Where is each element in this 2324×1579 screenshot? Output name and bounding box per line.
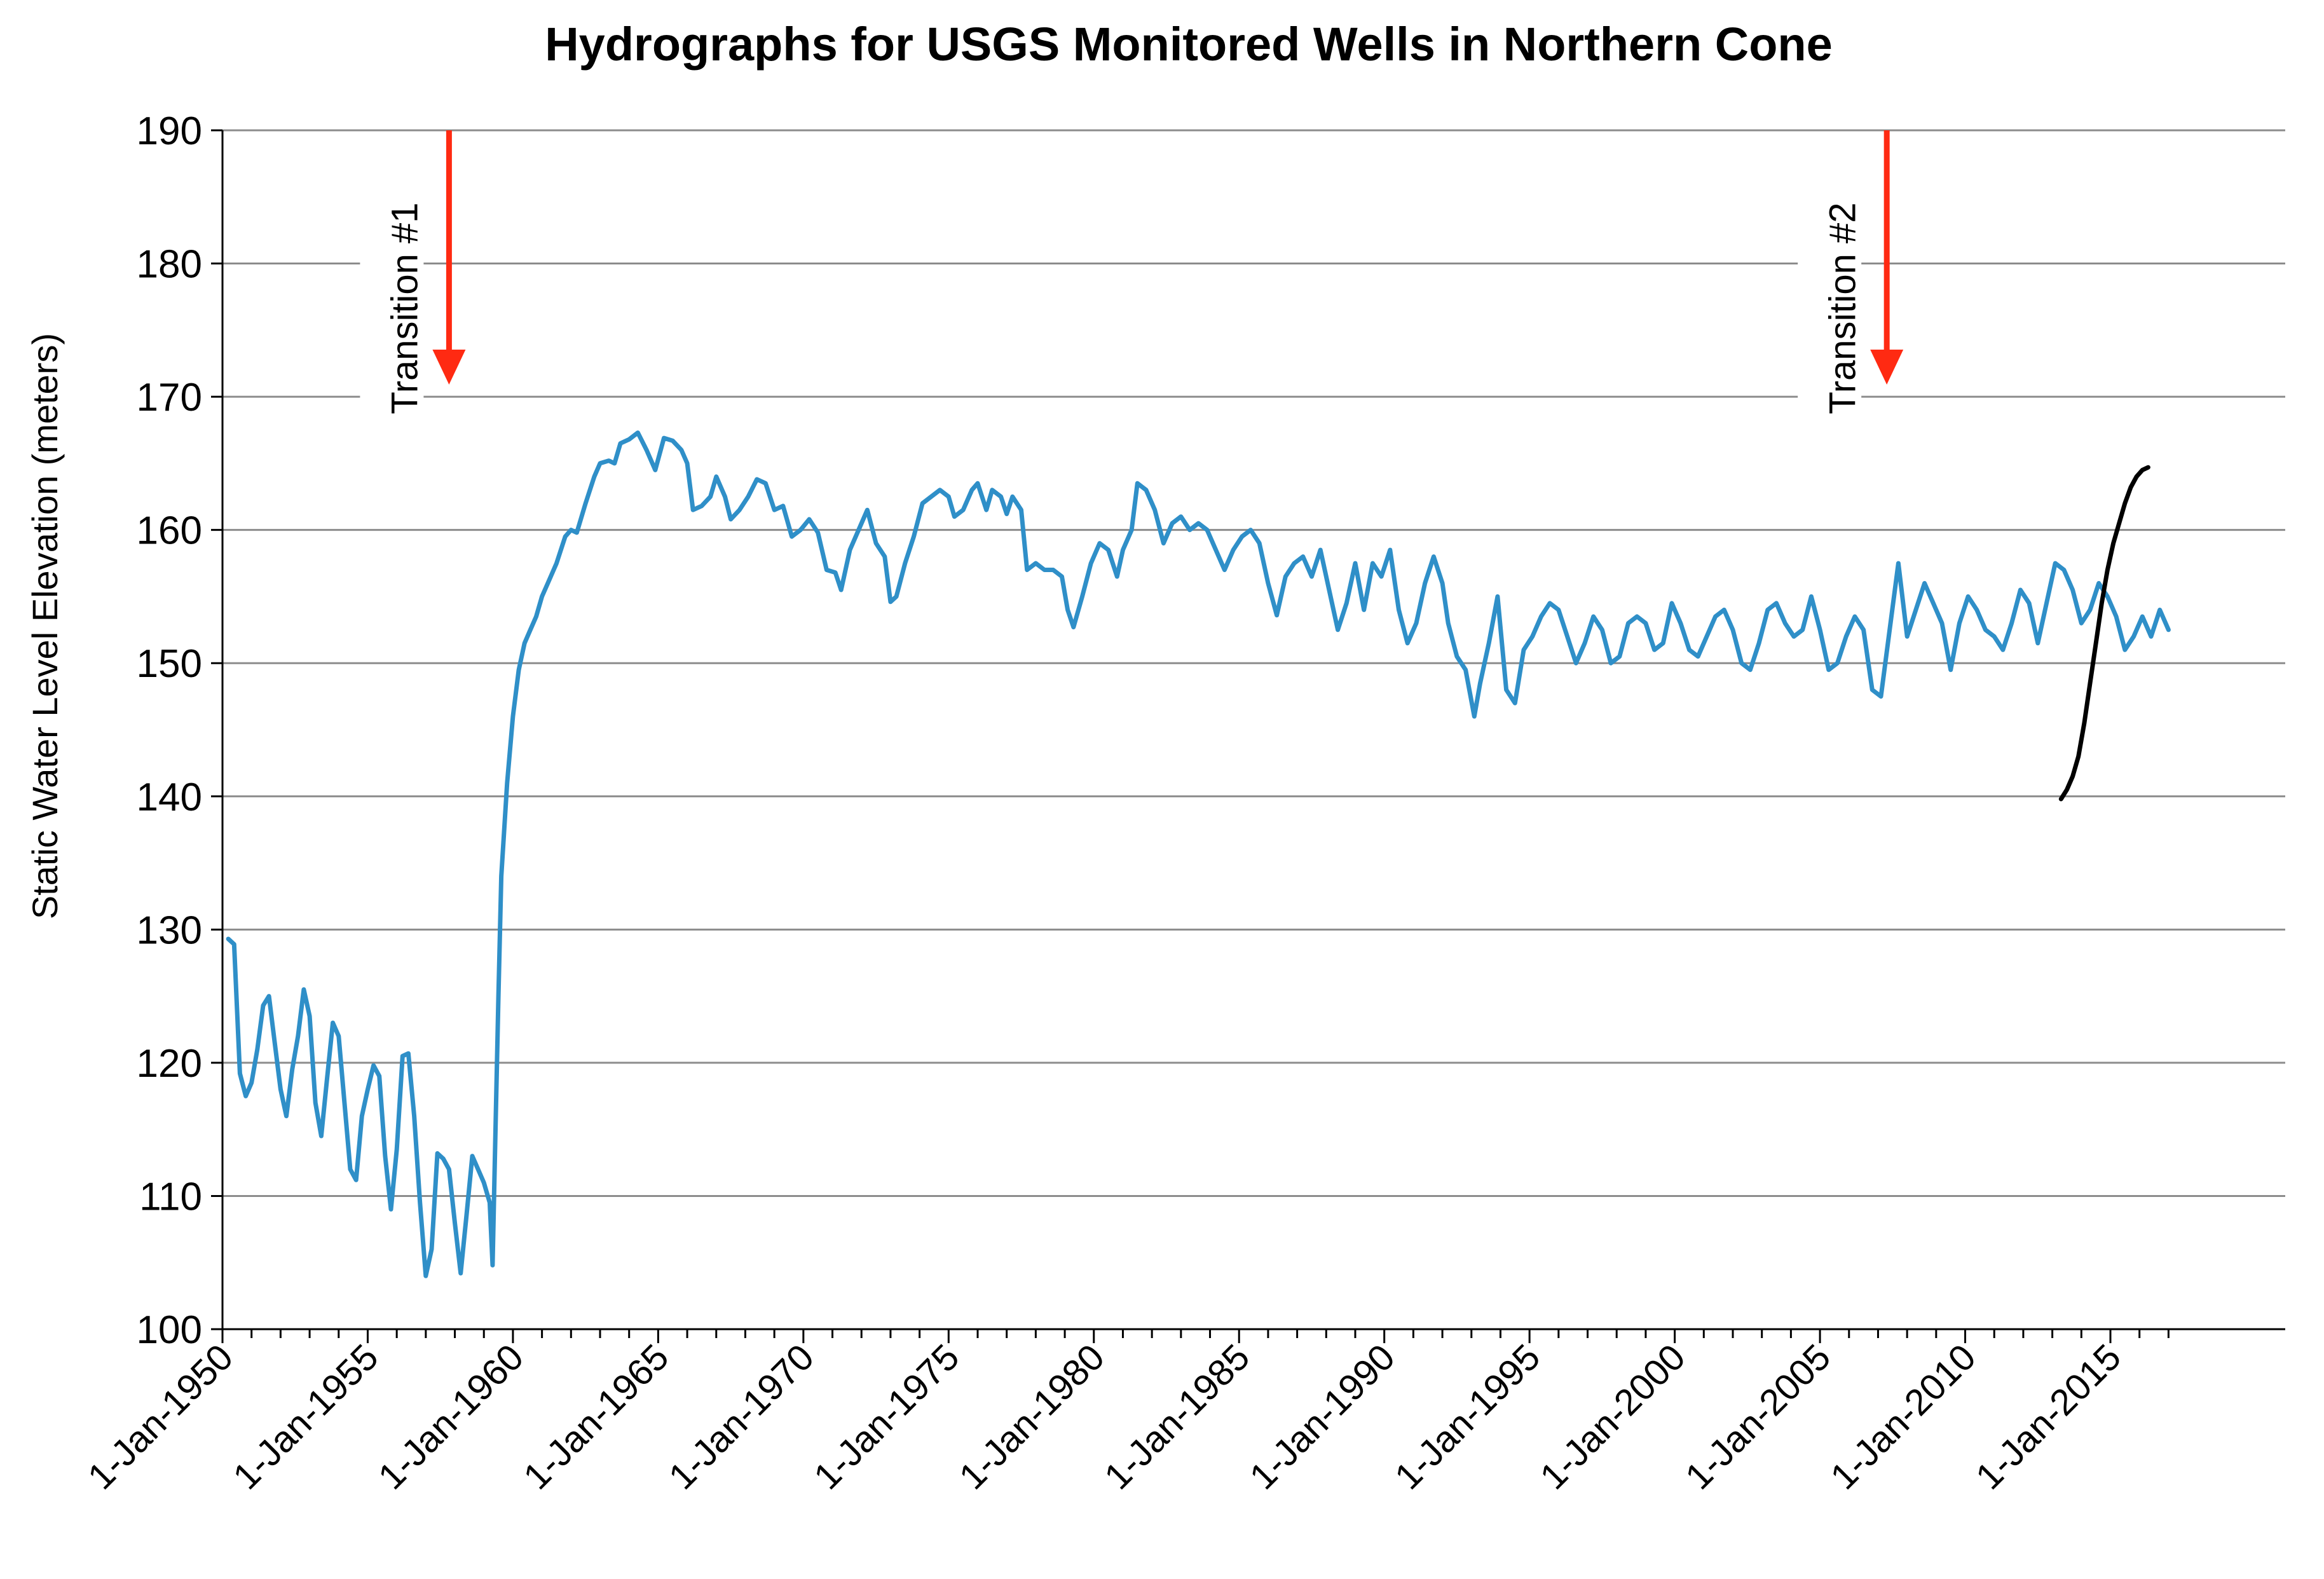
y-tick-label: 180 <box>137 243 202 287</box>
gridlines <box>222 129 2285 1197</box>
series-line-2 <box>2058 465 2150 802</box>
annotation-label-bg <box>1798 165 1862 458</box>
y-axis-title: Static Water Level Elevation (meters) <box>25 333 65 919</box>
y-tick-label: 130 <box>137 908 202 952</box>
x-tick-label: 1-Jan-1970 <box>661 1336 822 1497</box>
y-tick-labels: 100 110 120 130 140 150 160 170 180 190 <box>137 109 202 1352</box>
x-tick-label: 1-Jan-1975 <box>806 1336 967 1497</box>
y-tick-label: 190 <box>137 109 202 153</box>
annotation-label-2: Transition #2 <box>1822 202 1863 414</box>
y-tick-label: 110 <box>139 1175 202 1219</box>
x-tick-label: 1-Jan-1965 <box>516 1336 676 1497</box>
series-lines <box>226 430 2171 1278</box>
annotation-label-1: Transition #1 <box>385 202 426 414</box>
x-tick-labels: 1-Jan-19501-Jan-19551-Jan-19601-Jan-1965… <box>80 1336 2129 1497</box>
x-tick-label: 1-Jan-1955 <box>225 1336 386 1497</box>
x-tick-label: 1-Jan-2015 <box>1968 1336 2129 1497</box>
x-tick-label: 1-Jan-2010 <box>1822 1336 1983 1497</box>
annotations: Transition #1 Transition #2 <box>385 130 1904 414</box>
x-tick-label: 1-Jan-2000 <box>1532 1336 1693 1497</box>
annotation-backgrounds <box>360 165 1862 458</box>
y-tick-label: 170 <box>137 376 202 420</box>
y-tick-label: 160 <box>137 509 202 553</box>
x-tick-label: 1-Jan-1985 <box>1097 1336 1257 1497</box>
y-tick-label: 140 <box>137 776 202 819</box>
x-tick-label: 1-Jan-1960 <box>371 1336 531 1497</box>
chart-title: Hydrographs for USGS Monitored Wells in … <box>545 18 1833 71</box>
x-tick-label: 1-Jan-1995 <box>1387 1336 1548 1497</box>
annotation-label-bg <box>360 165 424 458</box>
x-tick-label: 1-Jan-1980 <box>952 1336 1112 1497</box>
y-tick-label: 150 <box>137 642 202 686</box>
x-tick-label: 1-Jan-2005 <box>1678 1336 1838 1497</box>
annotation-arrow-head <box>432 350 466 385</box>
series-line-1 <box>226 430 2171 1278</box>
axes <box>211 129 2285 1343</box>
x-tick-label: 1-Jan-1950 <box>80 1336 241 1497</box>
annotation-arrow-head <box>1870 350 1904 385</box>
y-tick-label: 100 <box>137 1308 202 1352</box>
x-tick-label: 1-Jan-1990 <box>1241 1336 1402 1497</box>
y-tick-label: 120 <box>137 1042 202 1086</box>
